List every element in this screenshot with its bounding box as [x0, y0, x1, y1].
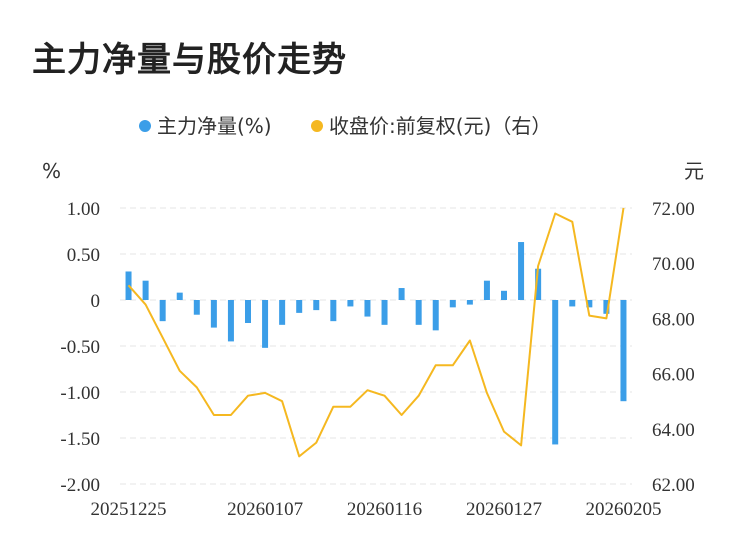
left-tick-label: -1.00 [60, 383, 100, 404]
bar [193, 300, 200, 315]
legend-label-close-price: 收盘价:前复权(元)（右） [329, 114, 551, 138]
price-line [127, 207, 625, 458]
bar [398, 288, 405, 300]
x-tick-label: 20260127 [466, 499, 542, 520]
bar [620, 300, 627, 402]
right-tick-label: 72.00 [652, 199, 695, 220]
bar [210, 300, 217, 328]
bar [552, 300, 559, 445]
bar [569, 300, 576, 307]
left-axis-unit: % [42, 159, 61, 183]
bar [296, 300, 303, 313]
legend-marker-close-price [311, 120, 323, 132]
bar [347, 300, 354, 307]
bar [518, 242, 525, 300]
bar [313, 300, 320, 311]
bar [381, 300, 388, 325]
x-tick-label: 20260107 [227, 499, 303, 520]
right-tick-label: 70.00 [652, 254, 695, 275]
right-tick-label: 62.00 [652, 475, 695, 496]
chart-title: 主力净量与股价走势 [32, 40, 347, 80]
bar [449, 300, 456, 308]
left-tick-label: -1.50 [60, 429, 100, 450]
left-tick-label: -2.00 [60, 475, 100, 496]
bar [330, 300, 337, 322]
bar [142, 280, 149, 300]
legend-label-net-volume: 主力净量(%) [157, 114, 272, 138]
left-tick-label: 1.00 [67, 199, 100, 220]
bar [364, 300, 371, 317]
right-tick-label: 68.00 [652, 309, 695, 330]
x-tick-label: 20260205 [585, 499, 661, 520]
bar [432, 300, 439, 331]
x-tick-label: 20251225 [91, 499, 167, 520]
bar [535, 268, 542, 300]
left-tick-label: -0.50 [60, 337, 100, 358]
right-tick-label: 64.00 [652, 420, 695, 441]
right-axis-unit: 元 [684, 159, 704, 183]
bar [227, 300, 234, 342]
left-tick-label: 0 [91, 291, 101, 312]
left-tick-label: 0.50 [67, 245, 100, 266]
legend-marker-net-volume [139, 120, 151, 132]
bar [262, 300, 269, 348]
bar [466, 300, 473, 305]
bar [603, 300, 610, 314]
bar [415, 300, 422, 325]
bar [501, 290, 507, 300]
right-tick-label: 66.00 [652, 365, 695, 386]
x-tick-label: 20260116 [347, 499, 422, 520]
bar [279, 300, 286, 325]
bar [159, 300, 166, 322]
bar [245, 300, 251, 323]
legend: 主力净量(%) 收盘价:前复权(元)（右） [139, 114, 551, 138]
bar [586, 300, 593, 308]
bar [176, 292, 183, 300]
bar [483, 280, 490, 300]
